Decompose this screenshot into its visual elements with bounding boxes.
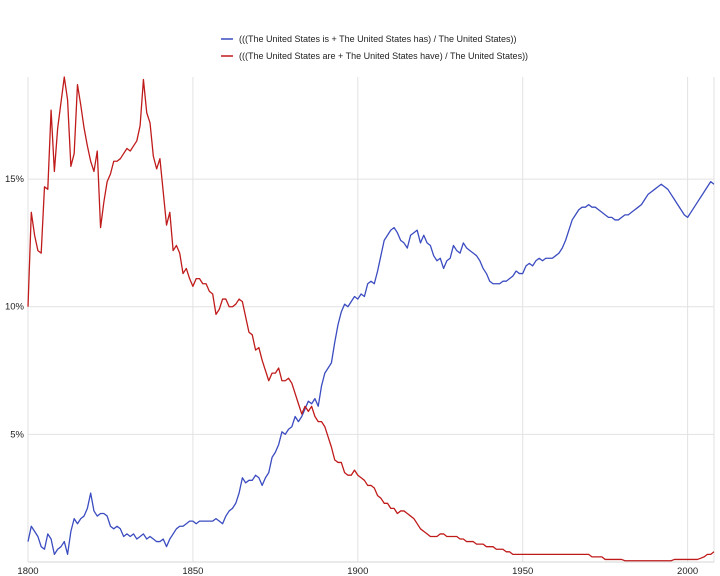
legend-label-are-have: (((The United States are + The United St… xyxy=(239,51,528,61)
axes: 1800 1850 1900 1950 2000 5% 10% 15% xyxy=(5,174,714,576)
legend-item-is-has[interactable]: (((The United States is + The United Sta… xyxy=(221,34,517,44)
x-tick-label-1900: 1900 xyxy=(347,566,368,576)
legend: (((The United States is + The United Sta… xyxy=(221,34,528,61)
x-tick-label-1950: 1950 xyxy=(512,566,533,576)
legend-label-is-has: (((The United States is + The United Sta… xyxy=(239,34,517,44)
grid xyxy=(27,77,715,562)
x-tick-label-1850: 1850 xyxy=(182,566,203,576)
x-tick-label-2000: 2000 xyxy=(677,566,698,576)
series-line-is-has[interactable] xyxy=(27,181,715,555)
series-layer xyxy=(27,76,715,562)
legend-item-are-have[interactable]: (((The United States are + The United St… xyxy=(221,51,528,61)
series-line-are-have[interactable] xyxy=(27,76,715,562)
y-tick-label-10: 10% xyxy=(5,302,25,313)
y-tick-label-5: 5% xyxy=(10,429,24,440)
y-tick-label-15: 15% xyxy=(5,174,25,185)
x-tick-label-1800: 1800 xyxy=(17,566,38,576)
